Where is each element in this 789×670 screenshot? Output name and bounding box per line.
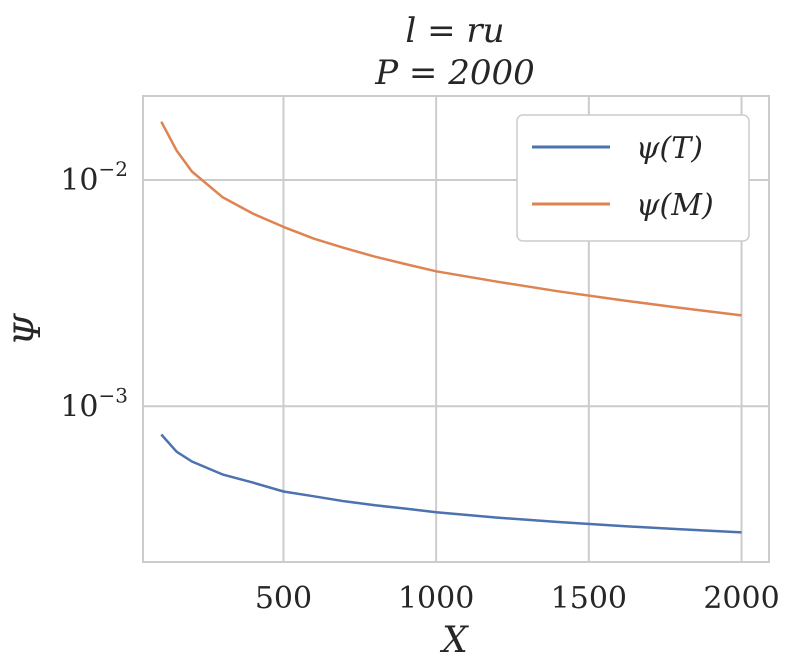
legend-label-psi-t: ψ(T)	[636, 131, 703, 166]
y-tick-label: 10−2	[60, 157, 128, 198]
x-tick-labels: 500 1000 1500 2000	[255, 581, 780, 616]
x-axis-label: X	[439, 620, 469, 661]
y-tick-labels: 10−2 10−3	[60, 157, 128, 424]
x-tick-label: 500	[255, 581, 312, 616]
series-lines	[160, 121, 742, 534]
legend: ψ(T) ψ(M)	[516, 114, 750, 242]
x-tick-label: 1000	[398, 581, 474, 616]
series-line-0	[160, 433, 742, 534]
y-tick-label: 10−3	[60, 383, 128, 424]
series-line-1	[160, 121, 742, 317]
chart-title: l = ru P = 2000	[374, 11, 535, 93]
legend-box	[516, 114, 750, 242]
x-tick-label: 1500	[551, 581, 627, 616]
legend-label-psi-m: ψ(M)	[636, 188, 714, 223]
y-axis-label: Ψ	[8, 313, 49, 346]
chart-title-line-2: P = 2000	[374, 53, 535, 93]
x-tick-label: 2000	[703, 581, 779, 616]
chart-title-line-1: l = ru	[405, 11, 504, 51]
